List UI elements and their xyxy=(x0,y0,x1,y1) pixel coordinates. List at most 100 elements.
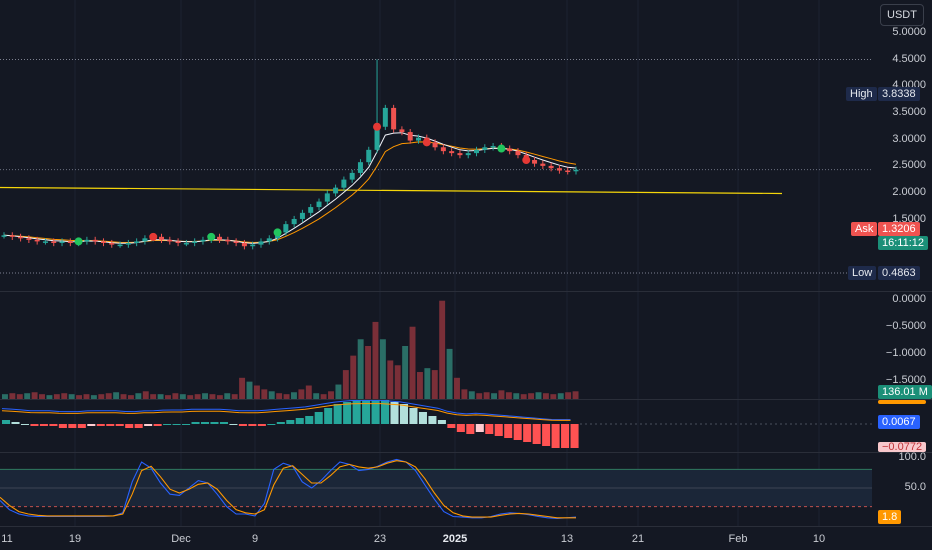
volume-bar xyxy=(513,393,520,399)
candle-body xyxy=(233,241,239,243)
candle-body xyxy=(117,244,123,247)
volume-value-tag: 136.01 M xyxy=(878,385,932,399)
pane-separator[interactable] xyxy=(0,452,932,453)
volume-bar xyxy=(90,395,97,399)
high-value: 3.8338 xyxy=(878,87,920,101)
volume-bar xyxy=(39,394,45,399)
signal-dot xyxy=(273,228,282,237)
macd-bar xyxy=(229,424,238,425)
volume-bar xyxy=(372,321,379,399)
volume-bar xyxy=(246,381,253,399)
candle-body xyxy=(457,153,463,156)
macd-bar xyxy=(219,422,228,424)
volume-bar xyxy=(572,391,579,399)
volume-bar xyxy=(291,392,297,399)
candle-body xyxy=(225,239,231,242)
volume-bar xyxy=(202,393,209,399)
macd-bar xyxy=(58,424,67,428)
macd-bar xyxy=(504,424,513,438)
volume-bar xyxy=(483,392,490,399)
macd-bar xyxy=(475,424,484,432)
candle-body xyxy=(258,241,264,245)
volume-bar xyxy=(9,393,16,399)
macd-bar xyxy=(494,424,503,436)
volume-bar xyxy=(283,394,290,399)
candle-body xyxy=(9,235,15,237)
macd-bar xyxy=(485,424,494,434)
macd-hist-tag: −0.0772 xyxy=(878,442,927,453)
macd-bar xyxy=(200,422,210,424)
macd-bar xyxy=(286,420,295,424)
volume-bar xyxy=(142,391,149,399)
volume-bar xyxy=(298,389,305,399)
volume-bar xyxy=(61,393,68,399)
time-axis-label: 19 xyxy=(68,533,82,545)
time-axis-label: Feb xyxy=(728,533,748,545)
pane-separator[interactable] xyxy=(0,399,932,400)
volume-bar xyxy=(135,393,142,399)
volume-bar xyxy=(454,377,460,399)
macd-bar xyxy=(333,404,342,424)
candle-body xyxy=(34,239,40,242)
macd-bar xyxy=(49,424,58,426)
candle-body xyxy=(183,242,189,245)
candle-body xyxy=(109,242,115,245)
candle-body xyxy=(18,236,24,239)
macd-bar xyxy=(456,424,465,432)
volume-bar xyxy=(498,390,505,399)
candle-body xyxy=(51,241,57,243)
stoch-k-line xyxy=(0,458,577,519)
candle-body xyxy=(515,151,521,156)
pane-separator[interactable] xyxy=(0,291,932,292)
low-value: 0.4863 xyxy=(878,266,920,280)
candle-body xyxy=(432,142,438,148)
volume-bar xyxy=(261,389,268,399)
candle-body xyxy=(449,151,455,154)
candle-body xyxy=(324,193,330,202)
volume-bar xyxy=(520,394,527,399)
candle-body xyxy=(556,168,562,171)
time-axis-label: 11 xyxy=(1,533,13,545)
volume-bar xyxy=(120,394,127,399)
candle-body xyxy=(465,153,471,156)
stoch-axis-label: 50.0 xyxy=(904,481,926,493)
macd-bar xyxy=(305,416,314,424)
time-axis-label: 23 xyxy=(373,533,387,545)
macd-bar xyxy=(295,418,304,424)
volume-bar xyxy=(557,393,564,399)
candle-body xyxy=(490,146,496,148)
stoch-axis-label: 100.0 xyxy=(898,451,926,463)
candle-body xyxy=(200,239,206,242)
candle-body xyxy=(92,239,98,242)
signal-dot xyxy=(497,144,506,153)
macd-bar xyxy=(11,422,20,424)
macd-bar xyxy=(324,408,333,424)
candle-body xyxy=(349,172,355,180)
candle-body xyxy=(333,187,339,194)
price-axis-label: 5.0000 xyxy=(892,26,926,38)
volume-bar xyxy=(350,355,357,399)
candle-body xyxy=(291,218,297,225)
low-label: Low xyxy=(848,266,877,280)
ema-slow-line xyxy=(3,141,577,244)
price-axis-label: 4.5000 xyxy=(892,53,926,65)
volume-bar xyxy=(83,394,90,399)
ask-label: Ask xyxy=(851,222,878,236)
macd-bar xyxy=(77,424,86,428)
macd-signal-tag xyxy=(878,400,926,404)
currency-button[interactable]: USDT xyxy=(880,4,924,26)
macd-bar xyxy=(134,424,143,428)
time-axis-label: 13 xyxy=(560,533,574,545)
macd-bar xyxy=(68,424,77,428)
macd-bar xyxy=(428,416,437,424)
volume-bar xyxy=(320,394,327,399)
candle-body xyxy=(299,212,305,219)
pane-separator[interactable] xyxy=(0,526,932,527)
macd-bar xyxy=(561,424,570,448)
volume-bar xyxy=(387,360,394,399)
macd-bar xyxy=(551,424,560,448)
volume-bar xyxy=(379,339,386,399)
ask-value: 1.3206 xyxy=(878,222,920,236)
